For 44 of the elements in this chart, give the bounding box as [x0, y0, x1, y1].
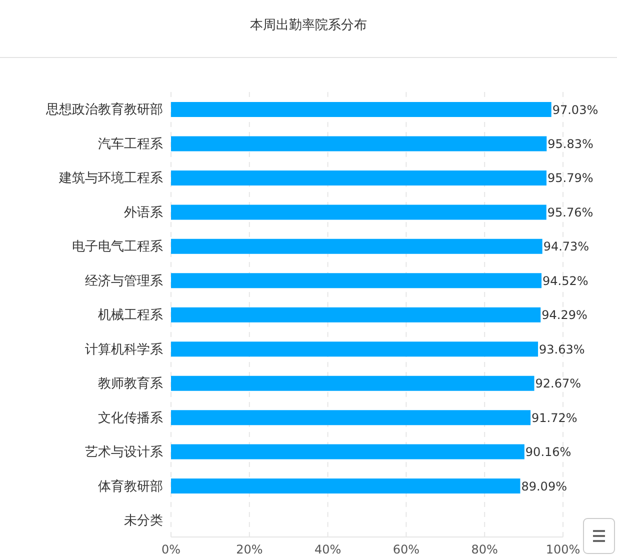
y-tick-label: 未分类: [124, 514, 163, 528]
x-tick-label: 80%: [471, 542, 498, 557]
data-label: 95.83%: [548, 136, 594, 151]
bar: [171, 102, 552, 117]
data-label: 94.52%: [542, 274, 588, 288]
bar: [171, 410, 531, 426]
x-tick-label: 60%: [392, 542, 420, 557]
data-label: 94.29%: [542, 308, 588, 322]
data-label: 89.09%: [521, 479, 567, 494]
bar: [171, 444, 524, 460]
data-label: 92.67%: [535, 376, 582, 391]
y-tick-label: 汽车工程系: [98, 136, 163, 152]
bar: [171, 376, 534, 391]
y-tick-label: 体育教研部: [98, 478, 163, 494]
bar: [171, 342, 538, 357]
x-tick-label: 40%: [314, 542, 342, 557]
data-label: 95.76%: [547, 205, 594, 220]
bar: [171, 136, 547, 152]
bar: [171, 170, 546, 186]
bar: [171, 273, 542, 288]
x-tick-label: 20%: [236, 542, 263, 557]
y-tick-label: 教师教育系: [98, 376, 163, 392]
data-label: 91.72%: [532, 410, 578, 425]
chart-title: 本周出勤率院系分布: [249, 17, 368, 34]
y-tick-label: 外语系: [124, 205, 163, 220]
x-tick-label: 100%: [546, 542, 580, 557]
y-tick-label: 文化传播系: [98, 410, 163, 426]
bar: [171, 238, 542, 254]
y-tick-label: 机械工程系: [98, 308, 163, 324]
y-tick-label: 思想政治教育教研部: [45, 102, 163, 118]
y-tick-label: 建筑与环境工程系: [58, 170, 163, 186]
data-label: 95.79%: [547, 171, 594, 186]
data-label: 97.03%: [552, 102, 598, 117]
y-tick-label: 电子电气工程系: [72, 240, 163, 255]
data-label: 93.63%: [539, 342, 585, 356]
y-tick-label: 艺术与设计系: [85, 445, 163, 460]
data-label: 90.16%: [525, 445, 572, 460]
data-label: 94.73%: [543, 240, 590, 254]
y-tick-label: 经济与管理系: [85, 274, 163, 289]
y-tick-label: 计算机科学系: [85, 342, 163, 358]
x-tick-label: 0%: [161, 542, 181, 557]
bar: [171, 478, 520, 494]
bar: [171, 204, 546, 220]
bar: [171, 307, 541, 322]
